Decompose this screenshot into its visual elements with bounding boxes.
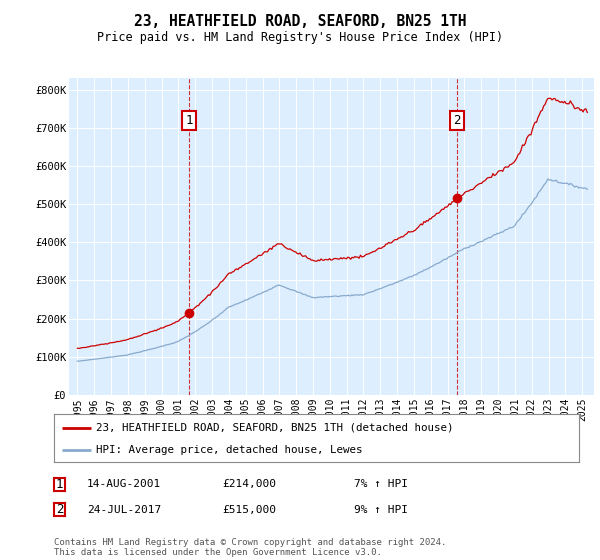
- Text: £214,000: £214,000: [222, 479, 276, 489]
- Text: 2: 2: [56, 503, 64, 516]
- Text: 23, HEATHFIELD ROAD, SEAFORD, BN25 1TH: 23, HEATHFIELD ROAD, SEAFORD, BN25 1TH: [134, 14, 466, 29]
- Text: 9% ↑ HPI: 9% ↑ HPI: [354, 505, 408, 515]
- Text: Contains HM Land Registry data © Crown copyright and database right 2024.
This d: Contains HM Land Registry data © Crown c…: [54, 538, 446, 557]
- Text: 1: 1: [185, 114, 193, 127]
- Text: £515,000: £515,000: [222, 505, 276, 515]
- Text: 7% ↑ HPI: 7% ↑ HPI: [354, 479, 408, 489]
- Text: 14-AUG-2001: 14-AUG-2001: [87, 479, 161, 489]
- Text: 24-JUL-2017: 24-JUL-2017: [87, 505, 161, 515]
- Text: 1: 1: [56, 478, 64, 491]
- Text: HPI: Average price, detached house, Lewes: HPI: Average price, detached house, Lewe…: [96, 445, 362, 455]
- Text: 2: 2: [453, 114, 461, 127]
- Text: 23, HEATHFIELD ROAD, SEAFORD, BN25 1TH (detached house): 23, HEATHFIELD ROAD, SEAFORD, BN25 1TH (…: [96, 423, 454, 433]
- Text: Price paid vs. HM Land Registry's House Price Index (HPI): Price paid vs. HM Land Registry's House …: [97, 31, 503, 44]
